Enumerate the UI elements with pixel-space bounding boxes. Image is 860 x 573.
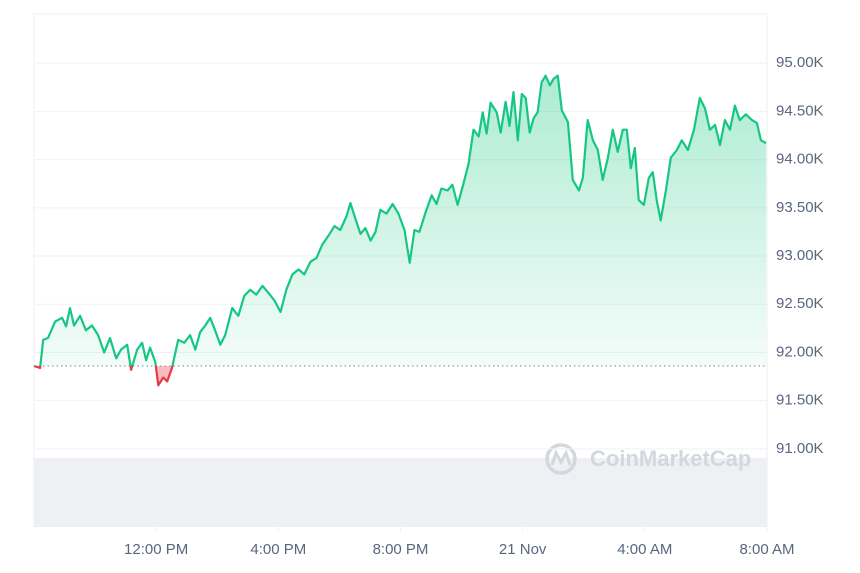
x-tick-label: 12:00 PM [124,541,188,558]
watermark: CoinMarketCap [545,443,751,475]
y-tick-label: 91.00K [776,440,824,457]
price-line-down [33,365,174,387]
watermark-logo [550,449,572,466]
x-tick-label: 8:00 PM [373,541,429,558]
y-tick-label: 92.50K [776,295,824,312]
y-tick-label: 93.50K [776,199,824,216]
x-tick-label: 4:00 PM [250,541,306,558]
x-tick-label: 21 Nov [499,541,547,558]
x-tick-label: 8:00 AM [739,541,794,558]
watermark-text: CoinMarketCap [590,446,751,471]
y-tick-label: 94.50K [776,102,824,119]
y-tick-label: 94.00K [776,151,824,168]
volume-area [34,458,767,527]
x-tick-label: 4:00 AM [617,541,672,558]
watermark-logo [545,443,577,475]
area-up [34,75,767,366]
price-line-up [34,74,767,366]
y-tick-label: 95.00K [776,54,824,71]
y-tick-label: 93.00K [776,247,824,264]
y-tick-label: 92.00K [776,343,824,360]
y-tick-label: 91.50K [776,392,824,409]
